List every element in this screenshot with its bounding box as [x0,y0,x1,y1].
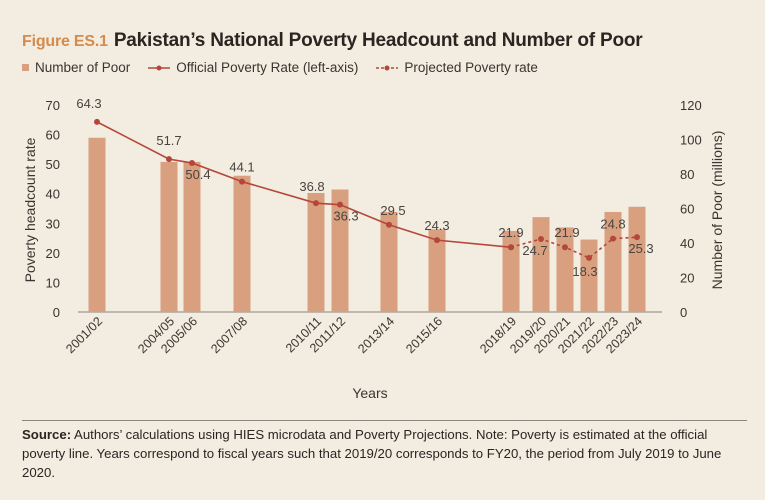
y2-tick-label: 0 [680,305,687,320]
source-label: Source: [22,427,72,442]
chart: 0 10 20 30 40 50 60 70 0 20 40 60 80 100 120 Poverty he… [22,96,725,401]
y-tick-label: 30 [46,216,60,231]
y2-tick-label: 40 [680,236,694,251]
data-label: 24.3 [424,218,449,233]
official-rate-point [189,159,195,166]
y2-tick-label: 100 [680,133,702,148]
y-tick-label: 40 [46,187,60,202]
y2-tick-label: 60 [680,202,694,217]
source-text: Authors’ calculations using HIES microda… [22,427,722,480]
x-tick-label: 2013/14 [355,314,397,356]
data-label: 29.5 [380,203,405,218]
data-label: 36.3 [333,209,358,224]
data-label: 64.3 [76,96,101,111]
bar [88,137,106,312]
y2-tick-label: 20 [680,271,694,286]
bar [604,211,622,312]
data-label: 51.7 [156,133,181,148]
bar [502,230,520,312]
bar [331,189,349,312]
projected-rate-line [510,236,638,259]
data-label: 50.4 [185,167,210,182]
legend-label: Projected Poverty rate [404,60,538,75]
y-tick-label: 0 [53,305,60,320]
data-label: 36.8 [299,179,324,194]
x-tick-label: 2001/02 [63,314,105,356]
bar [183,161,201,312]
data-label: 24.7 [522,243,547,258]
bar-swatch-icon [22,64,29,71]
y-tick-label: 20 [46,246,60,261]
legend-label: Number of Poor [35,60,131,75]
projected-rate-point [610,235,616,242]
data-label: 21.9 [498,225,523,240]
legend-label: Official Poverty Rate (left-axis) [176,60,359,75]
y-axis-title: Poverty headcount rate [22,137,38,282]
official-rate-point [337,201,343,208]
y2-axis-title: Number of Poor (millions) [709,131,725,290]
bar [580,239,598,312]
solid-line-marker-icon [148,65,171,70]
bar [160,161,178,312]
data-label: 25.3 [628,241,653,256]
bar [628,206,646,312]
legend-item-official: Official Poverty Rate (left-axis) [148,60,358,75]
official-rate-point [434,237,440,244]
figure-title-text: Pakistan’s National Poverty Headcount an… [113,30,643,51]
official-rate-point [94,118,100,125]
projected-rate-point [562,244,568,251]
y-tick-label: 50 [46,157,60,172]
projected-rate-point [538,235,544,242]
data-label: 21.9 [554,225,579,240]
bar [233,175,251,312]
official-rate-point [313,200,319,207]
official-rate-point [386,221,392,228]
data-label: 24.8 [600,217,625,232]
y-tick-label: 70 [46,98,60,113]
legend-item-bars: Number of Poor [22,60,130,75]
projected-rate-point [634,234,640,241]
legend: Number of Poor Official Poverty Rate (le… [22,60,538,75]
x-tick-label: 2015/16 [403,314,445,356]
data-label: 44.1 [229,160,254,175]
bar [380,211,398,312]
figure-title: Figure ES.1 Pakistan’s National Poverty H… [22,30,643,52]
y-tick-label: 10 [46,275,60,290]
source-note: Source: Authors’ calculations using HIES… [22,420,747,482]
legend-item-projected: Projected Poverty rate [376,60,538,75]
y-tick-label: 60 [46,128,60,143]
bar [307,192,325,312]
y2-tick-label: 120 [680,98,702,113]
projected-rate-point [508,244,514,251]
official-rate-point [239,178,245,185]
x-tick-label: 2007/08 [208,314,250,356]
bar [532,217,550,312]
dashed-line-marker-icon [376,65,399,70]
data-label: 18.3 [572,264,597,279]
x-axis-title: Years [352,385,387,401]
figure-label: Figure ES.1 [22,33,108,50]
official-rate-point [166,156,172,163]
projected-rate-point [586,254,592,261]
bar [428,229,446,312]
y2-tick-label: 80 [680,167,694,182]
